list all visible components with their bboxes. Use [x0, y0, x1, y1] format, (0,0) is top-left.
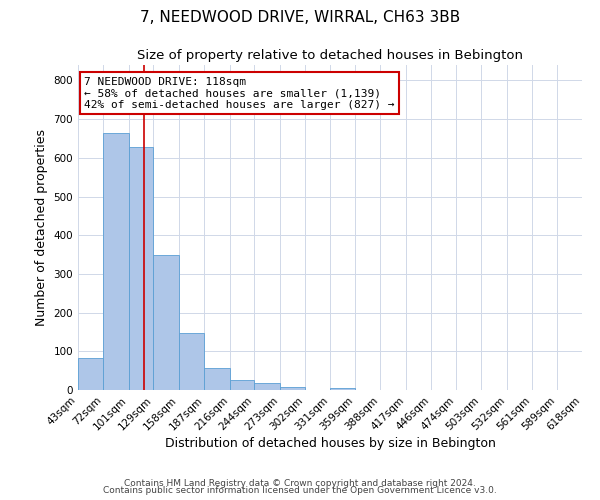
Bar	[280, 387, 305, 390]
Bar	[331, 388, 355, 390]
Text: Contains HM Land Registry data © Crown copyright and database right 2024.: Contains HM Land Registry data © Crown c…	[124, 478, 476, 488]
Y-axis label: Number of detached properties: Number of detached properties	[35, 129, 48, 326]
Bar	[204, 368, 230, 390]
X-axis label: Distribution of detached houses by size in Bebington: Distribution of detached houses by size …	[164, 438, 496, 450]
Title: Size of property relative to detached houses in Bebington: Size of property relative to detached ho…	[137, 50, 523, 62]
Bar	[78, 358, 103, 390]
Bar	[129, 147, 154, 390]
Bar	[230, 380, 254, 390]
Text: 7 NEEDWOOD DRIVE: 118sqm
← 58% of detached houses are smaller (1,139)
42% of sem: 7 NEEDWOOD DRIVE: 118sqm ← 58% of detach…	[84, 76, 395, 110]
Bar	[179, 332, 204, 390]
Text: Contains public sector information licensed under the Open Government Licence v3: Contains public sector information licen…	[103, 486, 497, 495]
Text: 7, NEEDWOOD DRIVE, WIRRAL, CH63 3BB: 7, NEEDWOOD DRIVE, WIRRAL, CH63 3BB	[140, 10, 460, 25]
Bar	[254, 383, 280, 390]
Bar	[103, 134, 129, 390]
Bar	[154, 256, 179, 390]
